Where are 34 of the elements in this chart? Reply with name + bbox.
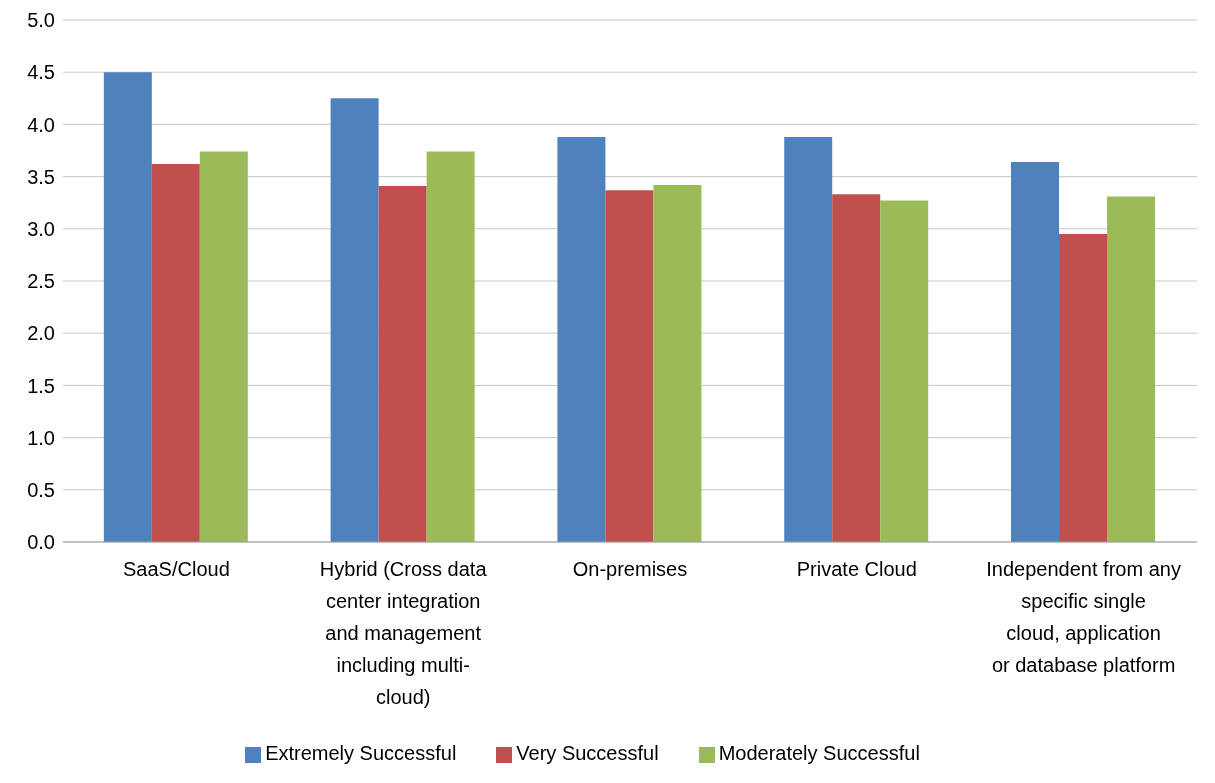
bar xyxy=(426,151,475,542)
y-tick-label: 3.5 xyxy=(27,165,55,188)
y-tick-label: 4.0 xyxy=(27,113,55,136)
legend-label: Very Successful xyxy=(516,742,659,764)
x-tick-label: On-premises xyxy=(572,558,688,580)
bar xyxy=(378,186,427,542)
x-tick-label: Private Cloud xyxy=(796,558,917,580)
bar xyxy=(605,190,654,542)
y-tick-label: 5.0 xyxy=(27,9,55,32)
y-tick-label: 2.5 xyxy=(27,270,55,293)
y-tick-label: 0.0 xyxy=(27,531,55,554)
y-tick-label: 1.0 xyxy=(27,426,55,449)
y-tick-label: 0.5 xyxy=(27,478,55,501)
bar xyxy=(1011,161,1060,542)
bar xyxy=(330,98,379,542)
bar xyxy=(832,194,881,542)
legend-label: Moderately Successful xyxy=(718,742,920,764)
legend-label: Extremely Successful xyxy=(265,742,457,764)
y-tick-label: 3.0 xyxy=(27,217,55,240)
x-tick-label: Independent from any specific single cloud, application or database platform xyxy=(986,558,1181,676)
bar xyxy=(199,151,248,542)
bar xyxy=(653,184,702,542)
bar xyxy=(557,136,606,542)
bar xyxy=(880,200,929,542)
y-tick-label: 4.5 xyxy=(27,61,55,84)
x-tick-label: Hybrid (Cross data center integration and management including multi-cloud) xyxy=(319,558,488,708)
bar xyxy=(151,164,200,542)
bar xyxy=(1107,196,1156,542)
y-tick-label: 1.5 xyxy=(27,374,55,397)
x-tick-label: SaaS/Cloud xyxy=(123,558,230,580)
y-tick-label: 2.0 xyxy=(27,322,55,345)
bar xyxy=(1059,234,1108,542)
bar xyxy=(784,136,833,542)
bar xyxy=(103,72,152,542)
